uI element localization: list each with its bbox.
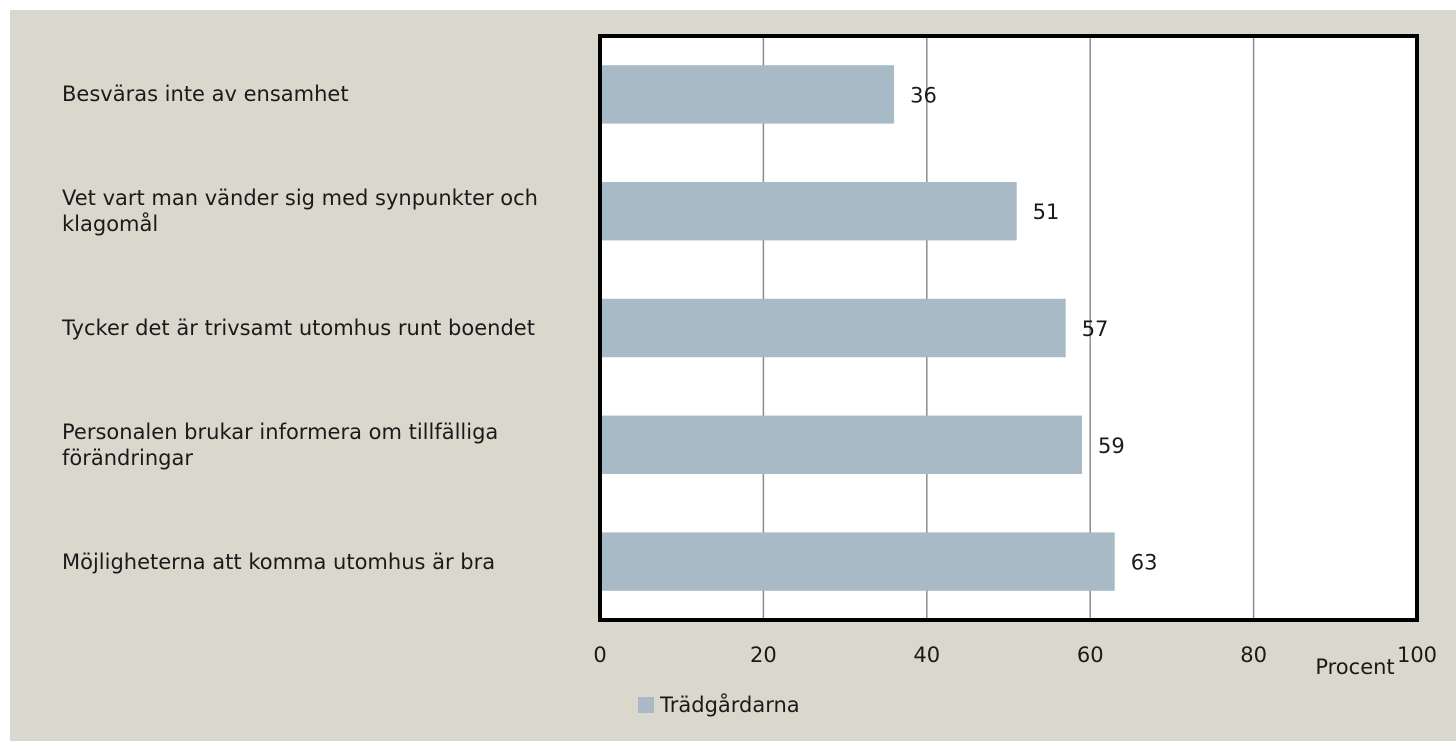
legend-swatch (638, 697, 654, 713)
bar (600, 182, 1017, 241)
bar (600, 65, 895, 124)
x-tick-label: 100 (1397, 643, 1437, 667)
bar (600, 415, 1083, 474)
category-label: Tycker det är trivsamt utomhus runt boen… (62, 316, 535, 340)
x-axis-label: Procent (1315, 655, 1394, 679)
bar (600, 298, 1066, 358)
legend-label: Trädgårdarna (659, 692, 800, 717)
x-tick-label: 60 (1077, 643, 1104, 667)
plot-border (598, 34, 1419, 622)
data-label: 63 (1131, 551, 1158, 575)
category-label: Personalen brukar informera om tillfälli… (62, 419, 499, 470)
data-label: 36 (910, 83, 937, 107)
x-tick-label: 20 (750, 643, 777, 667)
category-label: Vet vart man vänder sig med synpunkter o… (62, 186, 538, 237)
category-label: Möjligheterna att komma utomhus är bra (62, 549, 496, 574)
category-label: Besväras inte av ensamhet (62, 82, 349, 107)
x-tick-label: 80 (1240, 643, 1267, 667)
x-tick-label: 0 (593, 643, 606, 667)
data-label: 59 (1098, 434, 1125, 458)
bar (600, 532, 1115, 591)
data-label: 57 (1082, 317, 1109, 341)
x-tick-label: 40 (913, 643, 940, 667)
data-label: 51 (1033, 200, 1060, 224)
